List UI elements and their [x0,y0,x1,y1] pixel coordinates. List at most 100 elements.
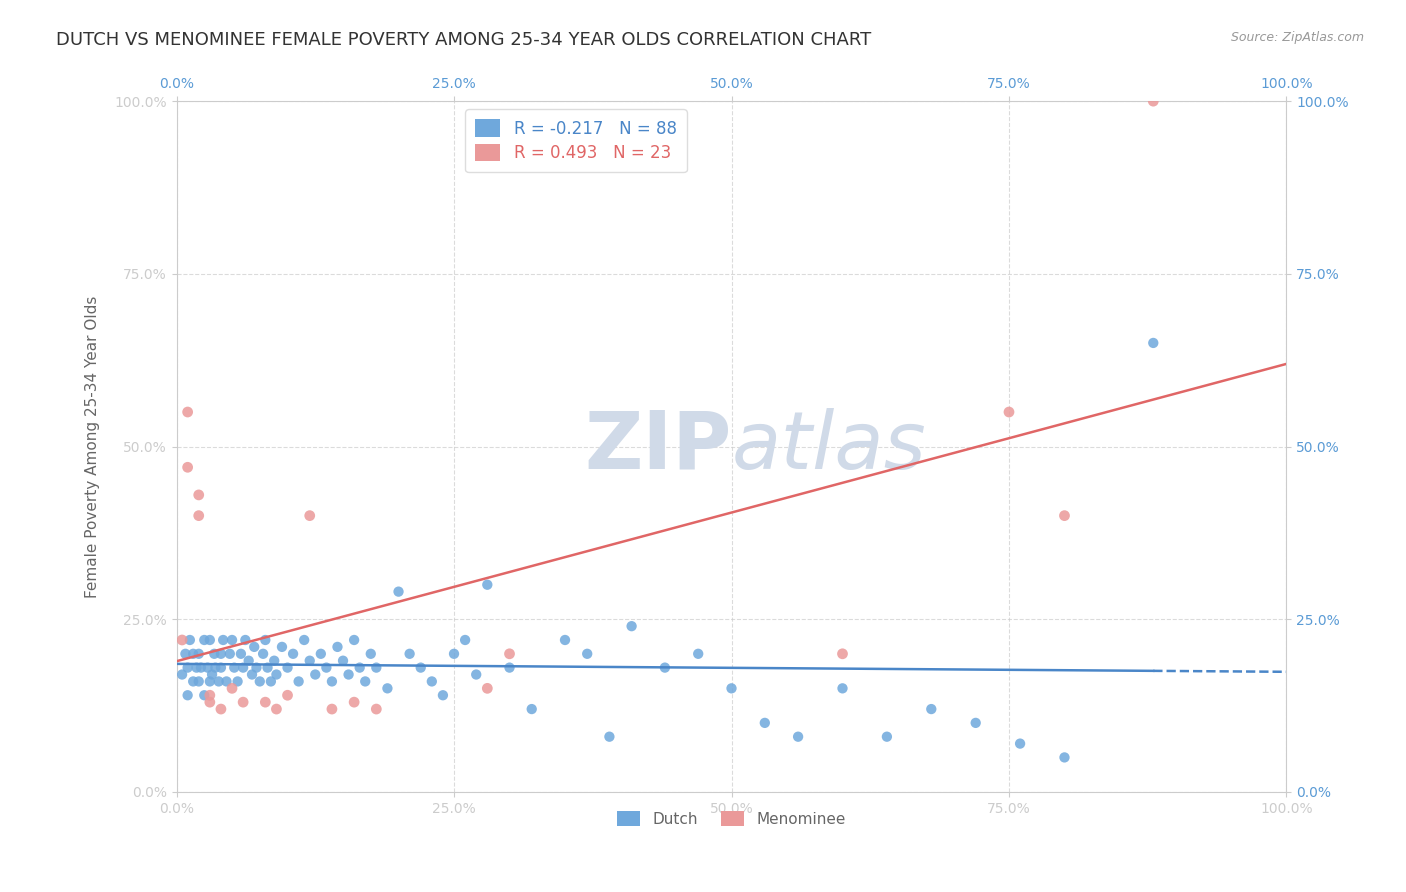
Point [197,660,219,674]
Point [176,405,198,419]
Text: atlas: atlas [731,408,927,485]
Point [181,647,204,661]
Point [187,674,209,689]
Point [229,647,252,661]
Point [398,647,420,661]
Point [920,702,942,716]
Point [187,488,209,502]
Point [1053,750,1076,764]
Point [298,508,321,523]
Point [238,654,260,668]
Point [287,674,309,689]
Point [1010,737,1032,751]
Point [498,647,520,661]
Point [1142,94,1164,108]
Point [221,632,243,647]
Text: ZIP: ZIP [585,408,731,485]
Point [245,660,267,674]
Point [1142,335,1164,350]
Point [343,632,366,647]
Point [254,632,277,647]
Point [321,702,343,716]
Point [477,681,499,696]
Point [232,695,254,709]
Point [720,681,742,696]
Point [204,660,226,674]
Point [224,660,246,674]
Point [1053,508,1076,523]
Legend: Dutch, Menominee: Dutch, Menominee [612,805,852,832]
Point [266,702,288,716]
Point [209,647,232,661]
Point [198,695,221,709]
Point [172,632,194,647]
Point [332,654,354,668]
Point [235,632,257,647]
Point [831,681,853,696]
Point [998,405,1021,419]
Point [576,647,599,661]
Point [240,667,263,681]
Point [520,702,543,716]
Point [209,660,232,674]
Point [277,660,299,674]
Point [181,674,204,689]
Point [366,702,388,716]
Point [198,688,221,702]
Point [309,647,332,661]
Point [343,695,366,709]
Point [465,667,488,681]
Point [174,647,197,661]
Point [409,660,432,674]
Point [876,730,898,744]
Point [366,660,388,674]
Point [304,667,326,681]
Point [218,647,240,661]
Point [172,667,194,681]
Point [354,674,377,689]
Point [198,632,221,647]
Point [243,640,266,654]
Y-axis label: Female Poverty Among 25-34 Year Olds: Female Poverty Among 25-34 Year Olds [86,295,100,598]
Point [201,667,224,681]
Point [193,632,215,647]
Point [349,660,371,674]
Point [337,667,360,681]
Point [221,681,243,696]
Point [176,460,198,475]
Point [321,674,343,689]
Point [186,660,208,674]
Point [754,715,776,730]
Point [281,647,304,661]
Point [277,688,299,702]
Point [208,674,231,689]
Point [787,730,810,744]
Point [193,688,215,702]
Point [209,702,232,716]
Point [190,660,212,674]
Point [187,508,209,523]
Point [443,647,465,661]
Point [260,674,283,689]
Point [688,647,710,661]
Point [179,632,201,647]
Point [420,674,443,689]
Point [620,619,643,633]
Point [387,584,409,599]
Point [598,730,620,744]
Point [252,647,274,661]
Point [965,715,987,730]
Point [187,647,209,661]
Point [256,660,278,674]
Point [232,660,254,674]
Text: Source: ZipAtlas.com: Source: ZipAtlas.com [1230,31,1364,45]
Point [498,660,520,674]
Point [654,660,676,674]
Point [292,632,315,647]
Text: DUTCH VS MENOMINEE FEMALE POVERTY AMONG 25-34 YEAR OLDS CORRELATION CHART: DUTCH VS MENOMINEE FEMALE POVERTY AMONG … [56,31,872,49]
Point [554,632,576,647]
Point [454,632,477,647]
Point [176,688,198,702]
Point [226,674,249,689]
Point [271,640,294,654]
